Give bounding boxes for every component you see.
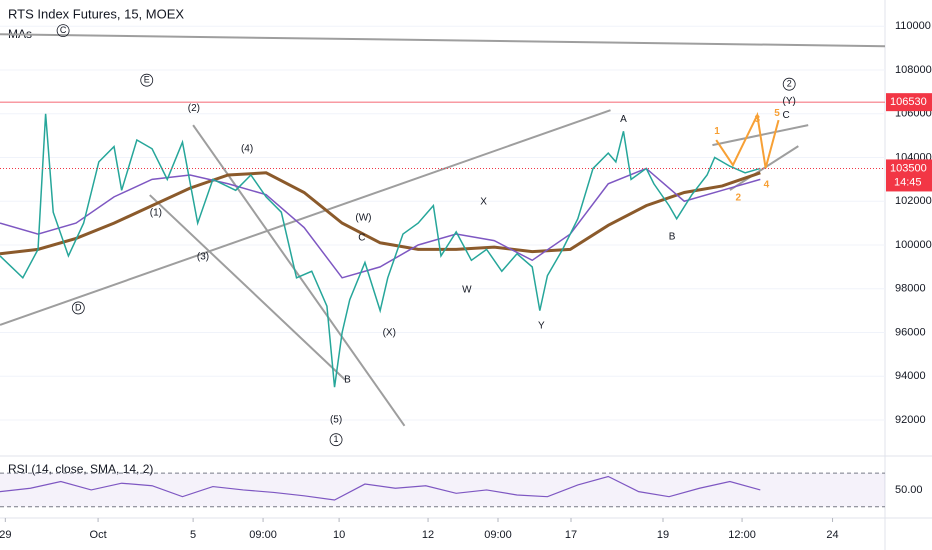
wave-label: (2) [188,103,200,114]
annotation-circle [782,77,796,91]
x-tick-label: 09:00 [484,529,512,541]
wave-label: B [669,232,676,243]
x-tick-label: 17 [565,529,577,541]
x-tick-label: 12:00 [728,529,756,541]
wave-label: 5 [774,108,780,119]
y-tick-label: 96000 [895,326,926,338]
wave-label: C [60,25,67,35]
x-tick-label: 10 [333,529,345,541]
last-price-box [886,159,932,192]
wave-label: (W) [355,213,371,224]
level-label-box [886,93,932,112]
moving-average [0,167,761,279]
rsi-tick-label: 50.00 [895,484,923,496]
chart-title: RTS Index Futures, 15, MOEX [8,6,184,21]
wave-label: Y [538,321,545,332]
trend-line [715,111,780,169]
annotation-circle [71,301,85,315]
x-tick-label: 29 [0,529,11,541]
moving-average [0,171,761,256]
trend-line [0,33,886,48]
wave-label: 2 [787,79,792,89]
trend-line [729,145,799,191]
wave-label: (5) [330,414,342,425]
trend-line [149,194,346,381]
annotation-circle [56,24,70,38]
y-tick-label: 92000 [895,414,926,426]
y-tick-label: 98000 [895,283,926,295]
wave-label: 3 [754,114,760,125]
wave-label: 1 [334,434,339,444]
wave-label: (Y) [783,96,796,107]
wave-label: (4) [241,144,253,155]
x-tick-label: 5 [190,529,196,541]
wave-label: A [620,114,627,125]
wave-label: (3) [197,252,209,263]
y-tick-label: 110000 [895,20,931,32]
last-price-label: 103500 [890,162,927,174]
x-tick-label: 24 [826,529,838,541]
wave-label: B [344,374,351,385]
trend-line [0,109,611,326]
y-tick-label: 100000 [895,239,932,251]
annotation-circle [329,433,343,447]
wave-label: C [358,233,365,244]
x-tick-label: 09:00 [249,529,277,541]
wave-label: C [783,110,790,121]
y-tick-label: 102000 [895,195,932,207]
level-label: 106530 [890,96,927,108]
wave-label: E [144,75,150,85]
wave-label: 2 [735,193,741,204]
x-tick-label: 12 [422,529,434,541]
wave-label: 1 [714,126,720,137]
rsi-line [0,475,761,501]
countdown-label: 14:45 [894,176,922,188]
wave-label: 4 [764,180,770,191]
wave-label: (X) [383,328,396,339]
x-tick-label: 19 [657,529,669,541]
x-tick-label: Oct [90,529,107,541]
price-line [0,113,761,388]
wave-label: (1) [150,208,162,219]
y-tick-label: 108000 [895,64,932,76]
y-tick-label: 94000 [895,370,926,382]
wave-label: W [462,285,472,296]
annotation-circle [140,73,154,87]
wave-label: X [480,197,487,208]
wave-label: D [75,302,82,312]
